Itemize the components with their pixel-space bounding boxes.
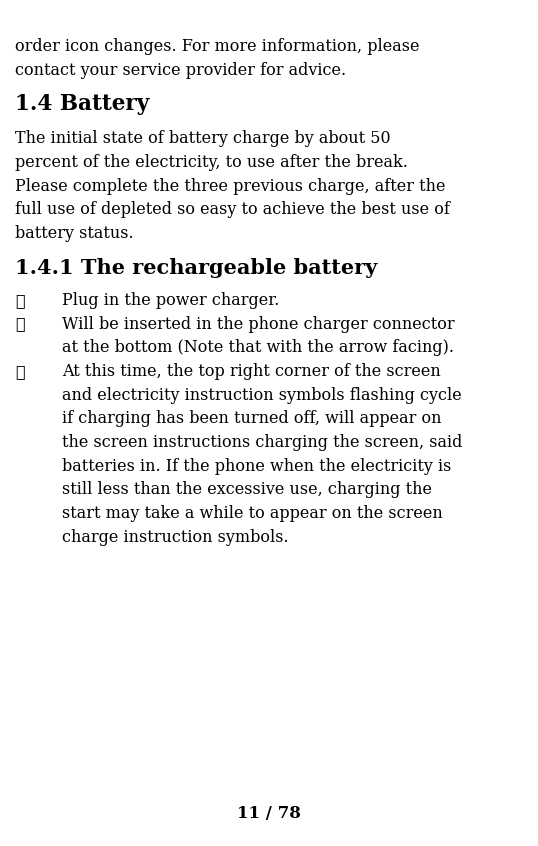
Text: Please complete the three previous charge, after the: Please complete the three previous charg… <box>15 178 445 195</box>
Text: 11 / 78: 11 / 78 <box>237 805 301 822</box>
Text: full use of depleted so easy to achieve the best use of: full use of depleted so easy to achieve … <box>15 201 450 218</box>
Text: ➢: ➢ <box>15 292 25 309</box>
Text: the screen instructions charging the screen, said: the screen instructions charging the scr… <box>62 434 462 451</box>
Text: Plug in the power charger.: Plug in the power charger. <box>62 292 279 309</box>
Text: order icon changes. For more information, please: order icon changes. For more information… <box>15 38 420 55</box>
Text: 1.4 Battery: 1.4 Battery <box>15 93 150 115</box>
Text: At this time, the top right corner of the screen: At this time, the top right corner of th… <box>62 363 441 380</box>
Text: Will be inserted in the phone charger connector: Will be inserted in the phone charger co… <box>62 316 455 332</box>
Text: batteries in. If the phone when the electricity is: batteries in. If the phone when the elec… <box>62 458 451 475</box>
Text: The initial state of battery charge by about 50: The initial state of battery charge by a… <box>15 130 391 147</box>
Text: contact your service provider for advice.: contact your service provider for advice… <box>15 62 346 79</box>
Text: if charging has been turned off, will appear on: if charging has been turned off, will ap… <box>62 410 441 427</box>
Text: at the bottom (Note that with the arrow facing).: at the bottom (Note that with the arrow … <box>62 339 454 356</box>
Text: 1.4.1 The rechargeable battery: 1.4.1 The rechargeable battery <box>15 258 377 278</box>
Text: battery status.: battery status. <box>15 225 133 242</box>
Text: and electricity instruction symbols flashing cycle: and electricity instruction symbols flas… <box>62 387 462 404</box>
Text: ➢: ➢ <box>15 363 25 380</box>
Text: ➢: ➢ <box>15 316 25 332</box>
Text: percent of the electricity, to use after the break.: percent of the electricity, to use after… <box>15 154 408 171</box>
Text: start may take a while to appear on the screen: start may take a while to appear on the … <box>62 505 443 522</box>
Text: still less than the excessive use, charging the: still less than the excessive use, charg… <box>62 481 432 498</box>
Text: charge instruction symbols.: charge instruction symbols. <box>62 529 288 546</box>
